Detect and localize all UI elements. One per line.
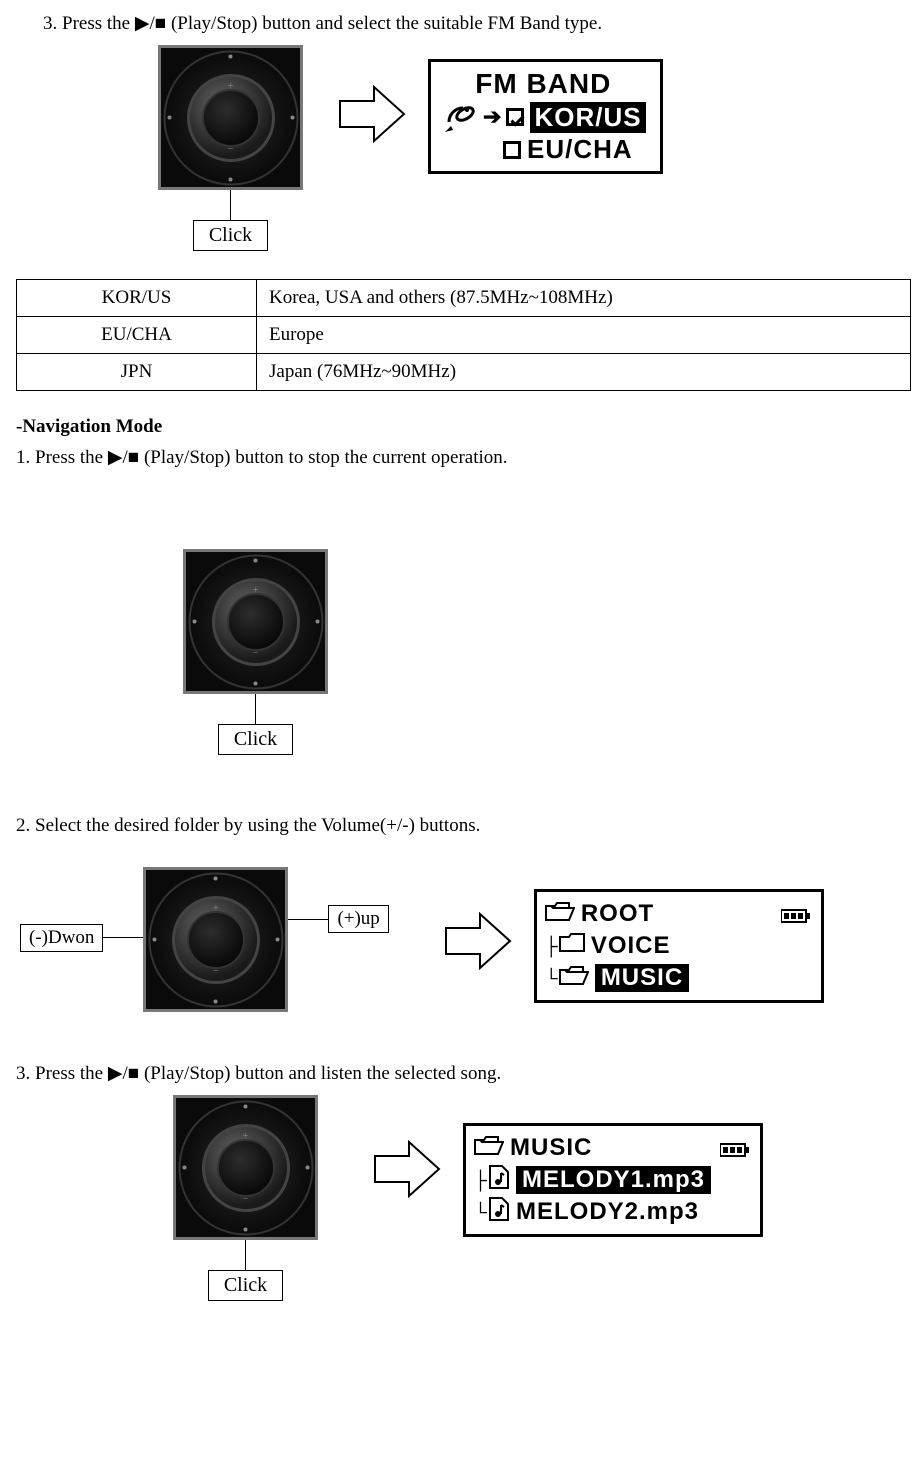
fm-band-title: FM BAND	[441, 68, 646, 100]
fm-band-row-1: ➔ KOR/US	[441, 100, 646, 134]
nav-file1-label: MELODY1.mp3	[516, 1166, 711, 1194]
nav-row-music-folder: MUSIC	[474, 1132, 752, 1164]
step-3-fm-band-text: 3. Press the ▶/■ (Play/Stop) button and …	[8, 12, 908, 35]
jog-dial-with-click-callout: + − Click	[173, 1095, 318, 1301]
nav-row-music: └ MUSIC	[545, 962, 813, 994]
click-label-box: Click	[218, 724, 293, 755]
checkbox-checked-icon	[506, 108, 524, 126]
click-label-box: Click	[208, 1270, 283, 1301]
table-row: JPN Japan (76MHz~90MHz)	[17, 354, 911, 391]
minus-down-callout: (-)Dwon	[20, 924, 143, 952]
music-file-icon	[488, 1197, 510, 1228]
music-file-icon	[488, 1165, 510, 1196]
nav-music-folder-label: MUSIC	[510, 1134, 592, 1162]
callout-line	[230, 190, 231, 220]
figure-row-fm-band: + − Click FM BAND ➔ KOR/US	[8, 45, 908, 251]
right-arrow-icon	[444, 912, 514, 970]
nav-voice-label: VOICE	[591, 932, 671, 960]
nav-music-label: MUSIC	[595, 964, 689, 992]
satellite-icon	[441, 100, 479, 134]
fm-band-table: KOR/US Korea, USA and others (87.5MHz~10…	[16, 279, 911, 391]
plus-up-label: (+)up	[328, 905, 388, 933]
right-arrow-icon	[373, 1140, 443, 1198]
jog-dial-with-click-callout: + − Click	[158, 45, 303, 251]
right-arrow-icon	[338, 85, 408, 143]
nav-lcd-files: MUSIC ├ MELODY1.mp3 └ MELODY2.mp3	[463, 1123, 763, 1237]
jog-dial-with-click-callout: + − Click	[183, 549, 328, 755]
nav-row-voice: ├ VOICE	[545, 930, 813, 962]
nav-step2-text: 2. Select the desired folder by using th…	[16, 815, 908, 837]
figure-row-nav2: (-)Dwon + − (+)up	[8, 867, 908, 1012]
cell-jpn: JPN	[17, 354, 257, 391]
cell-eu-cha-desc: Europe	[257, 317, 911, 354]
table-row: KOR/US Korea, USA and others (87.5MHz~10…	[17, 280, 911, 317]
nav-row-file2: └ MELODY2.mp3	[474, 1196, 752, 1228]
cell-kor-us: KOR/US	[17, 280, 257, 317]
jog-dial-image: + −	[183, 549, 328, 694]
callout-line	[245, 1240, 246, 1270]
open-folder-icon	[474, 1134, 504, 1163]
fm-band-row-2: EU/CHA	[441, 134, 646, 165]
nav-step1-text: 1. Press the ▶/■ (Play/Stop) button to s…	[16, 446, 908, 469]
folder-icon	[559, 932, 585, 960]
jog-with-side-callouts: (-)Dwon + − (+)up	[20, 867, 389, 1012]
nav-step3-text: 3. Press the ▶/■ (Play/Stop) button and …	[16, 1062, 908, 1085]
nav-row-root: ROOT	[545, 898, 813, 930]
plus-up-callout: (+)up	[288, 905, 388, 933]
jog-dial-image: + −	[173, 1095, 318, 1240]
callout-line	[255, 694, 256, 724]
nav-root-label: ROOT	[581, 900, 654, 928]
figure-row-nav1: + − Click	[8, 549, 908, 755]
figure-row-nav3: + − Click MUSIC ├ MELODY1.mp3	[8, 1095, 908, 1301]
checkbox-empty-icon	[503, 141, 521, 159]
cell-eu-cha: EU/CHA	[17, 317, 257, 354]
cell-kor-us-desc: Korea, USA and others (87.5MHz~108MHz)	[257, 280, 911, 317]
open-folder-icon	[559, 964, 589, 993]
minus-down-label: (-)Dwon	[20, 924, 103, 952]
fm-band-lcd: FM BAND ➔ KOR/US EU/CHA	[428, 59, 663, 174]
table-row: EU/CHA Europe	[17, 317, 911, 354]
fm-band-opt-korus: KOR/US	[530, 102, 645, 133]
battery-icon	[781, 902, 811, 930]
nav-lcd-folders: ROOT ├ VOICE └ MUSIC	[534, 889, 824, 1003]
battery-icon	[720, 1136, 750, 1164]
nav-file2-label: MELODY2.mp3	[516, 1198, 699, 1226]
open-folder-icon	[545, 900, 575, 929]
cell-jpn-desc: Japan (76MHz~90MHz)	[257, 354, 911, 391]
fm-band-opt-eucha: EU/CHA	[527, 134, 633, 165]
jog-dial-image: + −	[158, 45, 303, 190]
arrow-right-icon: ➔	[483, 104, 502, 130]
nav-row-file1: ├ MELODY1.mp3	[474, 1164, 752, 1196]
navigation-mode-heading: -Navigation Mode	[16, 416, 908, 438]
click-label-box: Click	[193, 220, 268, 251]
jog-dial-image: + −	[143, 867, 288, 1012]
